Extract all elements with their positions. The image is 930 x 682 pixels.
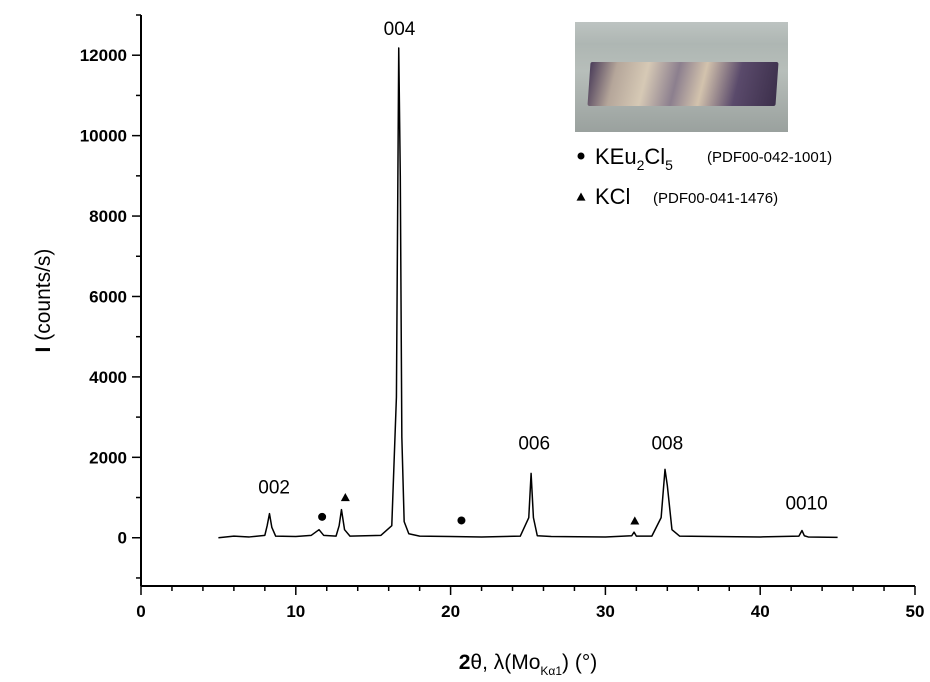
x-axis-title: 2θ, λ(MoKα1) (°) <box>459 651 598 678</box>
xrd-pattern-line <box>218 48 837 538</box>
x-tick-label: 0 <box>136 602 145 621</box>
x-tick-label: 40 <box>751 602 770 621</box>
y-tick-label: 12000 <box>80 46 127 65</box>
phase-markers <box>318 493 639 524</box>
x-tick-label: 30 <box>596 602 615 621</box>
plot-area <box>218 48 837 538</box>
peak-annotations: 004 002 006 008 0010 <box>258 19 828 514</box>
peak-label: 002 <box>258 478 290 499</box>
kcl-marker <box>341 493 350 501</box>
y-tick-label: 2000 <box>89 448 127 467</box>
y-axis-ticks: 0 2000 4000 6000 8000 10000 12000 <box>80 15 141 578</box>
peak-label: 004 <box>384 19 416 40</box>
kEu2Cl5-marker <box>457 516 465 524</box>
y-tick-label: 6000 <box>89 287 127 306</box>
kcl-marker <box>630 516 639 524</box>
y-tick-label: 8000 <box>89 207 127 226</box>
legend-entry-kEu2Cl5: KEu2Cl5 <box>595 144 673 173</box>
legend-circle-symbol <box>578 153 585 160</box>
peak-label: 008 <box>651 433 683 454</box>
y-axis-title: I (counts/s) <box>32 249 55 353</box>
kEu2Cl5-marker <box>318 513 326 521</box>
peak-label: 006 <box>518 433 550 454</box>
legend-ref-kcl: (PDF00-041-1476) <box>653 190 778 207</box>
y-tick-label: 4000 <box>89 368 127 387</box>
y-tick-label: 10000 <box>80 127 127 146</box>
legend-ref-kEu2Cl5: (PDF00-042-1001) <box>707 149 832 166</box>
x-axis-ticks: 0 10 20 30 40 50 <box>136 586 924 621</box>
legend: KEu2Cl5 (PDF00-042-1001) KCl (PDF00-041-147… <box>577 144 833 209</box>
y-tick-label: 0 <box>118 529 127 548</box>
peak-label: 0010 <box>785 494 827 515</box>
x-tick-label: 50 <box>906 602 925 621</box>
x-tick-label: 20 <box>441 602 460 621</box>
legend-entry-kcl: KCl <box>595 184 630 209</box>
x-tick-label: 10 <box>286 602 305 621</box>
legend-triangle-symbol <box>577 193 586 201</box>
